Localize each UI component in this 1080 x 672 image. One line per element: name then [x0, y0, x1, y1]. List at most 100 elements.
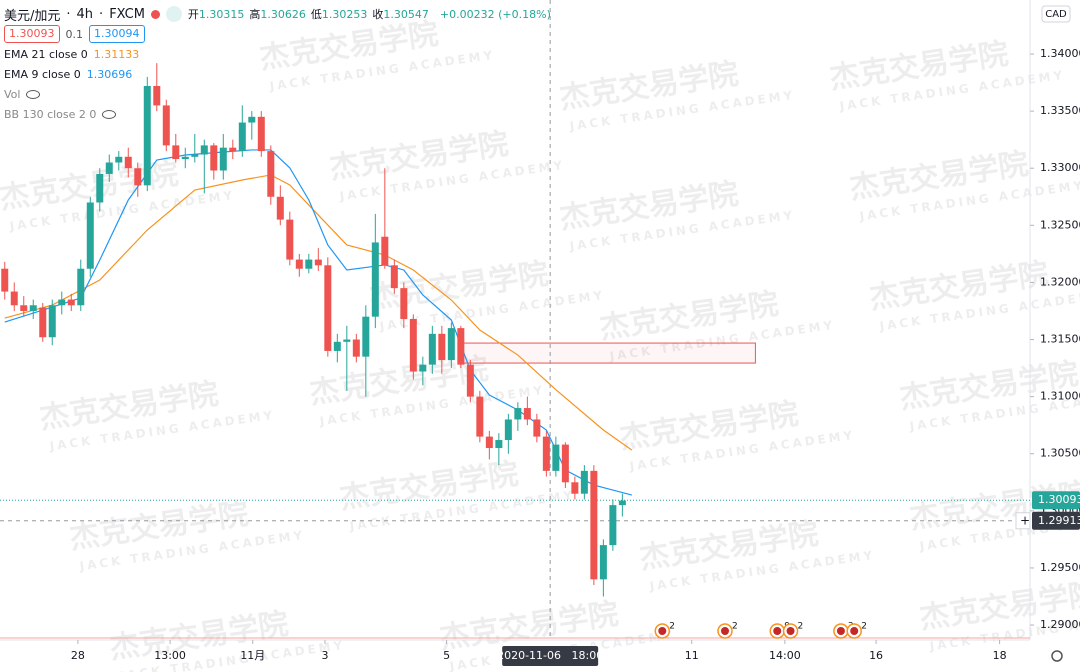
- add-button[interactable]: [1015, 512, 1031, 530]
- header: 美元/加元 · 4h · FXCM 开1.30315 高1.30626 低1.30253…: [4, 4, 551, 124]
- candle-body: [134, 168, 142, 186]
- candle-body: [219, 147, 227, 171]
- candle-body: [523, 408, 531, 420]
- event-flag: [850, 627, 859, 635]
- bid[interactable]: 1.30093: [4, 25, 60, 43]
- x-tick-label: 3: [321, 649, 328, 662]
- candle-body: [1, 268, 9, 292]
- event-count: 2: [861, 622, 867, 632]
- symbol-row: 美元/加元 · 4h · FXCM 开1.30315 高1.30626 低1.30253…: [4, 6, 551, 24]
- ohlc-name: 收: [372, 8, 384, 21]
- crosshair-x-label: 2020-11-06 18:00: [497, 649, 603, 662]
- source: FXCM: [109, 6, 145, 22]
- candle-body: [162, 105, 170, 146]
- indicator-line: [4, 174, 633, 451]
- event-count: 2: [669, 622, 675, 632]
- status-icon: [165, 6, 182, 22]
- candle-body: [305, 259, 313, 269]
- candle-body: [514, 408, 522, 420]
- candle-body: [362, 316, 370, 357]
- candle-body: [48, 305, 56, 338]
- candle-body: [20, 305, 28, 311]
- event-count: 2: [732, 622, 738, 632]
- candle-body: [191, 154, 199, 157]
- y-tick-label: 1.29000: [1040, 618, 1080, 631]
- x-tick-label: 16: [869, 649, 883, 662]
- interval[interactable]: 4h: [76, 6, 94, 22]
- x-tick-label: 13:00: [154, 649, 186, 662]
- candle-body: [542, 436, 550, 471]
- candle-body: [580, 470, 588, 494]
- candle-body: [324, 265, 332, 351]
- ohlc: 开1.30315 高1.30626 低1.30253 收1.30547: [188, 6, 434, 22]
- settings-icon[interactable]: [1051, 650, 1063, 662]
- candle-body: [504, 419, 512, 441]
- candle-body: [428, 333, 436, 365]
- legend-row: BB 130 close 2 0: [4, 104, 551, 124]
- candle-body: [314, 259, 322, 266]
- candle-body: [447, 328, 455, 361]
- candle-body: [333, 341, 341, 351]
- crosshair-y-box: [1032, 511, 1080, 530]
- ohlc-value: 1.30626: [260, 8, 306, 21]
- y-tick-label: 1.31000: [1040, 390, 1080, 403]
- candle-body: [295, 259, 303, 269]
- quote-row: 1.30093 0.1 1.30094: [4, 24, 551, 44]
- candle-body: [96, 173, 104, 203]
- candle-body: [400, 288, 408, 319]
- change: +0.00232 (+0.18%): [439, 7, 551, 21]
- candle-body: [390, 265, 398, 289]
- y-tick-label: 1.29500: [1040, 561, 1080, 574]
- crosshair-x-box: [502, 646, 599, 666]
- add-button-icon: +: [1020, 513, 1030, 527]
- y-tick-label: 1.32500: [1040, 218, 1080, 231]
- legend-row: EMA 9 close 0 1.30696: [4, 64, 551, 84]
- y-tick-label: 1.31500: [1040, 333, 1080, 346]
- legend-row: Vol: [4, 84, 551, 104]
- ask[interactable]: 1.30094: [89, 25, 145, 43]
- candle-body: [371, 242, 379, 317]
- candle-body: [352, 339, 360, 357]
- candle-body: [409, 318, 417, 372]
- candle-body: [238, 122, 246, 152]
- last-price-label: 1.30093: [1038, 493, 1080, 506]
- candle-body: [466, 364, 474, 397]
- candle-body: [172, 145, 180, 160]
- ohlc-value: 1.30253: [321, 8, 368, 21]
- symbol[interactable]: 美元/加元: [4, 8, 61, 24]
- candle-body: [248, 116, 256, 123]
- currency: CAD: [1045, 9, 1067, 20]
- candle-body: [533, 419, 541, 437]
- ohlc-name: 低: [310, 8, 322, 21]
- legend-name: EMA 21 close 0: [4, 47, 88, 61]
- candle-body: [153, 85, 161, 106]
- x-tick-label: 5: [443, 649, 450, 662]
- candle-body: [618, 500, 626, 506]
- candle-body: [571, 482, 579, 494]
- candle-body: [485, 436, 493, 449]
- ohlc-name: 开: [187, 8, 199, 21]
- indicator-line: [4, 149, 633, 496]
- y-tick-label: 1.32000: [1040, 275, 1080, 288]
- ohlc-value: 1.30315: [198, 8, 245, 21]
- status-dot: [150, 9, 160, 19]
- candle-body: [39, 307, 47, 338]
- legend: EMA 21 close 0 1.31133 EMA 9 close 0 1.3069…: [4, 44, 551, 124]
- ohlc-name: 高: [249, 8, 261, 21]
- x-tick-label: 14:00: [769, 649, 801, 662]
- candle-body: [105, 162, 113, 174]
- event-flag: [786, 627, 795, 635]
- x-tick-label: 28: [71, 649, 85, 662]
- legend-name: EMA 9 close 0: [4, 67, 81, 81]
- eye-icon: [102, 109, 117, 119]
- ohlc-value: 1.30547: [383, 8, 429, 21]
- legend-name: Vol: [4, 87, 21, 101]
